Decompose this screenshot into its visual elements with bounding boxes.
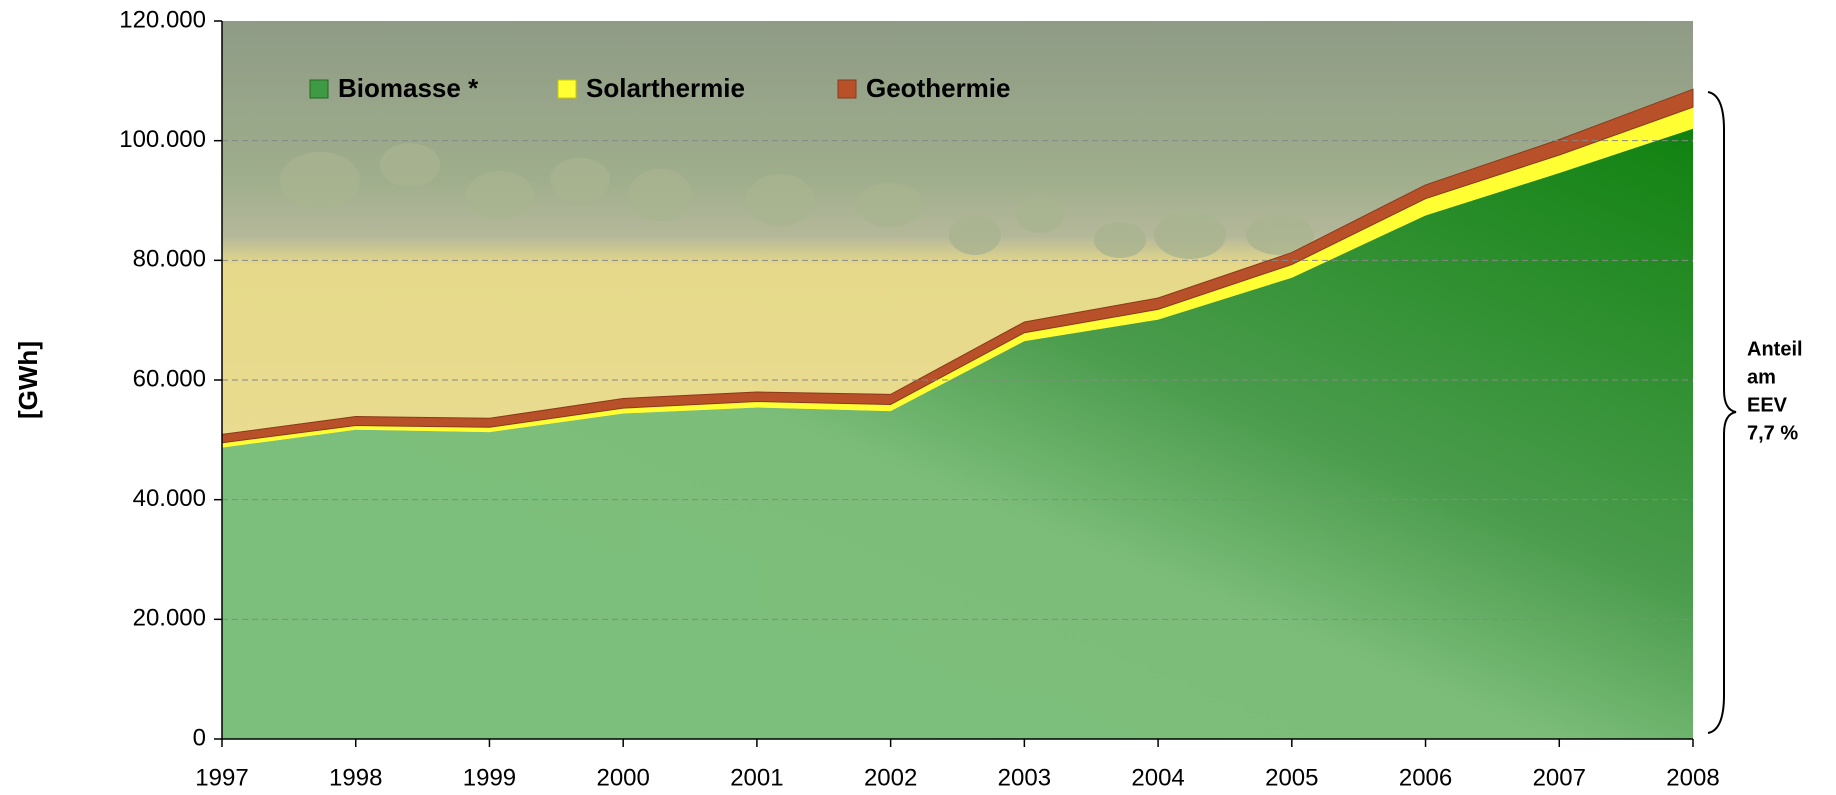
y-tick-label: 80.000 xyxy=(133,246,206,273)
y-tick-label: 120.000 xyxy=(119,6,206,33)
x-tick-label: 2000 xyxy=(596,764,649,791)
bracket xyxy=(1708,92,1736,733)
y-tick-label: 20.000 xyxy=(133,605,206,632)
annotation: EEV xyxy=(1747,394,1788,416)
x-tick-label: 2002 xyxy=(864,764,917,791)
x-tick-label: 2008 xyxy=(1666,764,1719,791)
legend-swatch xyxy=(310,80,328,98)
legend-swatch xyxy=(838,80,856,98)
x-tick-label: 2006 xyxy=(1399,764,1452,791)
x-tick-label: 2007 xyxy=(1533,764,1586,791)
y-tick-label: 0 xyxy=(193,724,206,751)
annotation: Anteil xyxy=(1747,338,1803,360)
chart: [GWh] 0 20.000 40.000 60.000 80.000 100.000 12… xyxy=(0,0,1836,795)
x-tick-label: 1998 xyxy=(329,764,382,791)
x-tick-label: 2003 xyxy=(998,764,1051,791)
x-tick-label: 2001 xyxy=(730,764,783,791)
y-tick-label: 60.000 xyxy=(133,365,206,392)
legend-label: Geothermie xyxy=(866,73,1011,103)
legend-swatch xyxy=(558,80,576,98)
annotation: am xyxy=(1747,366,1776,388)
legend-label: Solarthermie xyxy=(586,73,745,103)
y-tick-label: 40.000 xyxy=(133,485,206,512)
annotation: 7,7 % xyxy=(1747,422,1798,444)
x-tick-label: 1999 xyxy=(463,764,516,791)
x-tick-label: 2004 xyxy=(1131,764,1184,791)
x-tick-label: 1997 xyxy=(195,764,248,791)
y-tick-label: 100.000 xyxy=(119,126,206,153)
y-axis-label: [GWh] xyxy=(13,341,43,419)
legend-label: Biomasse * xyxy=(338,73,479,103)
x-tick-label: 2005 xyxy=(1265,764,1318,791)
